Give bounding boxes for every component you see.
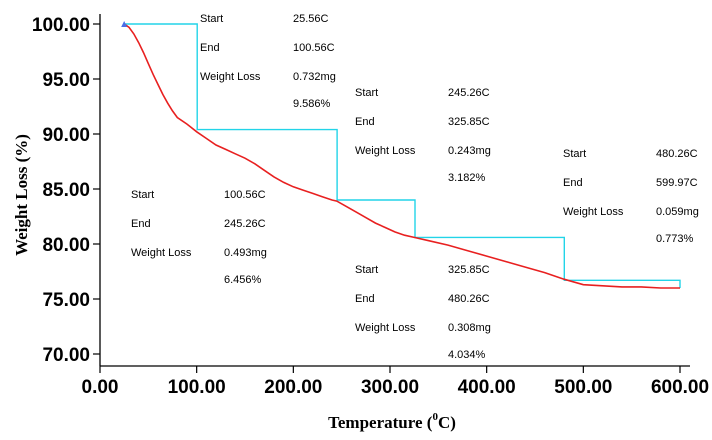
- y-tick-label: 80.00: [42, 235, 90, 256]
- annotation-value: 0.308mg: [448, 322, 491, 334]
- annotation-value: 245.26C: [224, 218, 266, 230]
- annotation-percent: 6.456%: [224, 274, 262, 286]
- annotation-label: Start: [563, 148, 586, 160]
- series-tga-curve: [123, 23, 680, 289]
- y-tick-label: 75.00: [42, 290, 90, 311]
- annotation-label: Start: [355, 264, 378, 276]
- annotation-value: 325.85C: [448, 264, 490, 276]
- annotation-label: End: [355, 116, 375, 128]
- x-tick-label: 400.00: [458, 377, 516, 398]
- annotation-value: 325.85C: [448, 116, 490, 128]
- x-axis-label-main: Temperature (: [328, 413, 433, 432]
- annotation-label: Weight Loss: [563, 206, 624, 218]
- annotation-value: 0.493mg: [224, 247, 267, 259]
- annotation-value: 0.059mg: [656, 206, 699, 218]
- x-axis-label-sup: 0: [432, 411, 438, 423]
- annotations: Start 25.56C End 100.56C Weight Loss 0.732mg 9…: [131, 13, 699, 361]
- series-layer: [121, 21, 681, 289]
- y-axis-label: Weight Loss (%): [12, 134, 31, 256]
- y-tick-label: 95.00: [42, 70, 90, 91]
- y-tick-label: 85.00: [42, 180, 90, 201]
- annotation-label: Start: [131, 189, 154, 201]
- x-axis-label-end: C): [438, 413, 456, 432]
- annotation-value: 599.97C: [656, 177, 698, 189]
- x-tick-label: 200.00: [264, 377, 322, 398]
- annotation-label: Weight Loss: [355, 145, 416, 157]
- annotation-label: End: [563, 177, 583, 189]
- annotation-percent: 9.586%: [293, 98, 331, 110]
- x-axis-ticks: 0.00 100.00 200.00 300.00 400.00 500.00 600.00: [82, 366, 709, 398]
- x-tick-label: 100.00: [168, 377, 226, 398]
- annotation-value: 245.26C: [448, 87, 490, 99]
- plot-area: [99, 14, 690, 367]
- start-marker: [121, 21, 128, 27]
- annotation-value: 100.56C: [224, 189, 266, 201]
- y-tick-label: 90.00: [42, 125, 90, 146]
- y-axis-ticks: 100.00 95.00 90.00 85.00 80.00 75.00 70.00: [32, 15, 100, 366]
- annotation-label: Start: [200, 13, 223, 25]
- annotation-block: Start 480.26C End 599.97C Weight Loss 0.059mg…: [563, 148, 699, 245]
- annotation-label: End: [200, 42, 220, 54]
- series-step-line: [124, 23, 681, 288]
- annotation-percent: 4.034%: [448, 349, 486, 361]
- annotation-value: 25.56C: [293, 13, 329, 25]
- annotation-label: Weight Loss: [355, 322, 416, 334]
- annotation-value: 0.732mg: [293, 71, 336, 83]
- x-tick-label: 0.00: [82, 377, 119, 398]
- annotation-label: Weight Loss: [200, 71, 261, 83]
- annotation-percent: 0.773%: [656, 233, 694, 245]
- annotation-value: 480.26C: [656, 148, 698, 160]
- annotation-value: 100.56C: [293, 42, 335, 54]
- y-tick-label: 70.00: [42, 345, 90, 366]
- annotation-percent: 3.182%: [448, 172, 486, 184]
- annotation-block: Start 25.56C End 100.56C Weight Loss 0.732mg 9…: [200, 13, 336, 110]
- y-tick-label: 100.00: [32, 15, 90, 36]
- annotation-label: Weight Loss: [131, 247, 192, 259]
- annotation-block: Start 245.26C End 325.85C Weight Loss 0.243mg…: [355, 87, 491, 184]
- annotation-value: 480.26C: [448, 293, 490, 305]
- annotation-label: End: [131, 218, 151, 230]
- x-axis-label: Temperature (0C): [328, 411, 456, 432]
- x-tick-label: 500.00: [554, 377, 612, 398]
- x-tick-label: 600.00: [651, 377, 709, 398]
- x-tick-label: 300.00: [361, 377, 419, 398]
- annotation-block: Start 100.56C End 245.26C Weight Loss 0.493mg…: [131, 189, 267, 286]
- annotation-label: End: [355, 293, 375, 305]
- annotation-value: 0.243mg: [448, 145, 491, 157]
- annotation-label: Start: [355, 87, 378, 99]
- annotation-block: Start 325.85C End 480.26C Weight Loss 0.308mg…: [355, 264, 491, 361]
